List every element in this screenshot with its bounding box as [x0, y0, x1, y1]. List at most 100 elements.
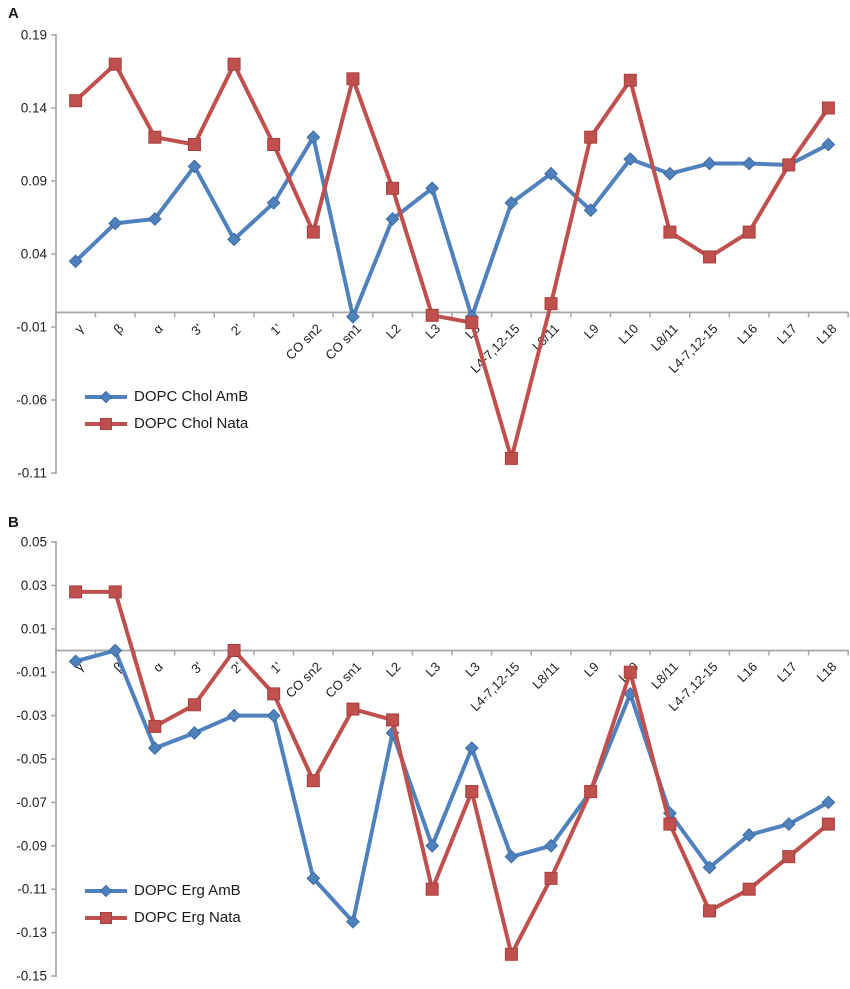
data-point-marker	[227, 232, 241, 247]
y-tick-label: -0.11	[17, 882, 47, 897]
x-category-label: CO sn1	[322, 321, 364, 363]
data-point-marker	[306, 871, 321, 886]
series-dopc-erg-nata	[69, 585, 835, 961]
x-category-label: α	[150, 321, 166, 337]
y-tick-label: -0.15	[16, 969, 47, 984]
data-point-marker	[623, 73, 637, 87]
series-line	[73, 648, 831, 924]
data-point-marker	[227, 57, 241, 71]
data-point-marker	[821, 817, 835, 831]
data-point-marker	[504, 947, 518, 961]
legend-label: DOPC Chol AmB	[134, 388, 249, 405]
x-category-label: 3'	[188, 659, 205, 676]
square-marker-icon	[100, 911, 112, 924]
data-point-marker	[742, 225, 756, 239]
y-tick-label: -0.07	[16, 795, 47, 810]
y-tick-label: -0.09	[16, 838, 47, 853]
data-point-marker	[544, 871, 558, 885]
data-point-marker	[821, 795, 836, 810]
square-marker-icon	[100, 417, 112, 430]
y-tick-label: 0.04	[21, 247, 48, 262]
x-category-label: β	[110, 321, 126, 337]
data-point-marker	[227, 708, 241, 723]
diamond-marker-icon	[99, 390, 113, 403]
x-category-label: L3	[462, 659, 483, 680]
x-category-label: γ	[72, 321, 88, 337]
y-tick-label: -0.05	[16, 752, 47, 767]
data-point-marker	[346, 309, 360, 324]
data-point-marker	[544, 297, 558, 311]
data-point-marker	[782, 158, 796, 172]
data-point-marker	[703, 250, 717, 264]
data-point-marker	[108, 643, 123, 658]
series-line	[73, 589, 831, 957]
y-tick-label: 0.09	[21, 174, 47, 189]
panel-b-label: B	[8, 514, 19, 531]
data-point-marker	[306, 225, 320, 239]
data-point-marker	[346, 914, 360, 929]
x-category-label: CO sn2	[283, 659, 325, 701]
x-category-label: 1'	[267, 321, 284, 338]
series-line	[73, 135, 831, 319]
data-point-marker	[821, 101, 835, 115]
legend-entry: DOPC Erg AmB	[84, 877, 241, 904]
x-category-label: L18	[814, 321, 840, 347]
data-point-marker	[187, 726, 202, 740]
series-dopc-chol-amb	[68, 130, 836, 324]
legend-label: DOPC Erg AmB	[134, 882, 241, 899]
data-point-marker	[425, 882, 439, 896]
legend-entry: DOPC Erg Nata	[84, 904, 241, 931]
y-tick-label: 0.05	[21, 535, 47, 550]
data-point-marker	[504, 451, 518, 465]
x-category-label: L17	[774, 321, 800, 347]
data-point-marker	[663, 817, 677, 831]
legend-entry: DOPC Chol Nata	[84, 410, 248, 437]
x-category-label: L16	[734, 321, 760, 347]
x-category-label: L2	[383, 321, 404, 342]
legend-line-sample-square-icon	[85, 417, 127, 430]
x-category-label: CO sn1	[322, 659, 364, 701]
x-category-label: 3'	[188, 321, 205, 338]
x-category-label: 2'	[228, 321, 245, 338]
data-point-marker	[266, 195, 281, 210]
data-point-marker	[187, 138, 201, 151]
data-point-marker	[346, 72, 360, 86]
x-category-label: L3	[422, 659, 443, 680]
data-point-marker	[385, 212, 400, 226]
data-point-marker	[108, 216, 123, 231]
data-point-marker	[147, 741, 162, 756]
data-point-marker	[267, 687, 281, 701]
x-category-label: 1'	[267, 659, 284, 676]
series-dopc-chol-nata	[69, 57, 835, 465]
data-point-marker	[108, 57, 122, 71]
x-category-label: L2	[383, 659, 404, 680]
y-tick-label: -0.01	[16, 320, 47, 335]
x-category-label: L3	[422, 321, 443, 342]
data-point-marker	[583, 203, 598, 218]
data-point-marker	[267, 138, 281, 151]
y-tick-label: -0.06	[16, 393, 47, 408]
legend-line-sample-diamond-icon	[85, 884, 127, 897]
data-point-marker	[227, 644, 241, 657]
data-point-marker	[187, 159, 202, 174]
data-point-marker	[148, 130, 162, 144]
data-point-marker	[702, 156, 717, 171]
data-point-marker	[425, 181, 440, 196]
data-point-marker	[702, 860, 717, 875]
legend-label: DOPC Chol Nata	[134, 415, 249, 432]
data-point-marker	[782, 850, 796, 864]
data-point-marker	[504, 195, 519, 210]
y-tick-label: 0.14	[21, 101, 48, 116]
data-point-marker	[663, 225, 677, 239]
data-point-marker	[386, 181, 400, 195]
data-point-marker	[68, 654, 83, 669]
data-point-marker	[306, 774, 320, 788]
data-point-marker	[69, 94, 83, 108]
y-tick-label: -0.01	[16, 665, 47, 680]
legend-line-sample-diamond-icon	[85, 390, 127, 403]
data-point-marker	[544, 166, 558, 181]
x-category-label: L16	[734, 659, 760, 685]
x-category-label: α	[150, 659, 166, 675]
data-point-marker	[386, 713, 400, 727]
